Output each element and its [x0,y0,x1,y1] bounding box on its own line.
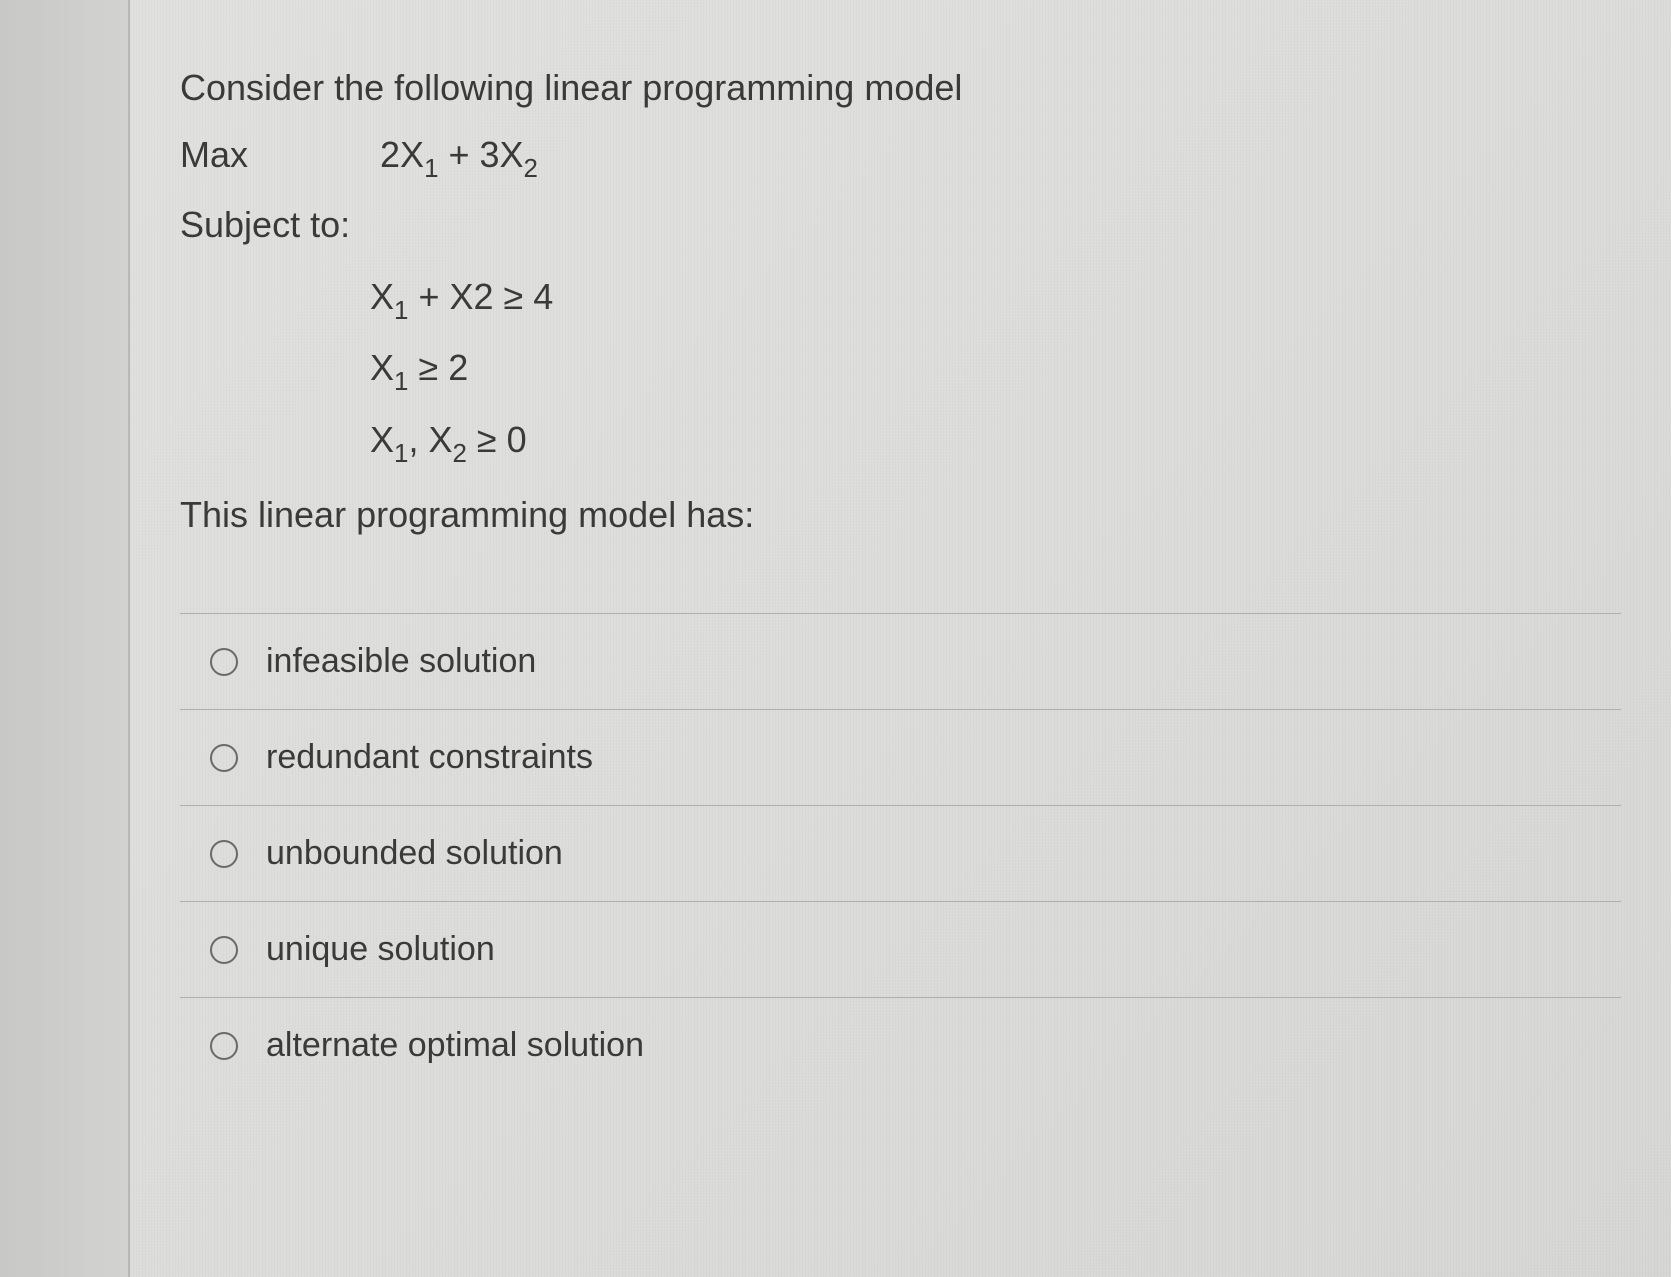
objective-expression: 2X1 + 3X2 [380,134,538,175]
option-infeasible[interactable]: infeasible solution [180,614,1621,710]
option-label: unbounded solution [266,834,563,873]
question-paper: Consider the following linear programmin… [130,0,1671,1277]
constraint-2: X1 ≥ 2 [180,337,1621,402]
radio-icon [210,648,238,676]
radio-icon [210,936,238,964]
objective-label: Max [180,126,370,184]
option-redundant[interactable]: redundant constraints [180,710,1621,806]
option-unbounded[interactable]: unbounded solution [180,806,1621,902]
option-alternate[interactable]: alternate optimal solution [180,998,1621,1093]
radio-icon [210,744,238,772]
radio-icon [210,1032,238,1060]
option-label: infeasible solution [266,642,536,681]
subject-to-label: Subject to: [180,196,1621,254]
question-conclusion: This linear programming model has: [180,486,1621,544]
question-intro: Consider the following linear programmin… [180,60,1621,116]
objective-row: Max 2X1 + 3X2 [180,126,1621,189]
option-unique[interactable]: unique solution [180,902,1621,998]
content-wrapper: Consider the following linear programmin… [180,60,1621,1093]
page-left-margin [0,0,130,1277]
option-label: unique solution [266,930,495,969]
constraint-3: X1, X2 ≥ 0 [180,409,1621,474]
radio-icon [210,840,238,868]
constraint-1: X1 + X2 ≥ 4 [180,266,1621,331]
option-label: alternate optimal solution [266,1026,644,1065]
option-label: redundant constraints [266,738,593,777]
options-list: infeasible solution redundant constraint… [180,613,1621,1093]
